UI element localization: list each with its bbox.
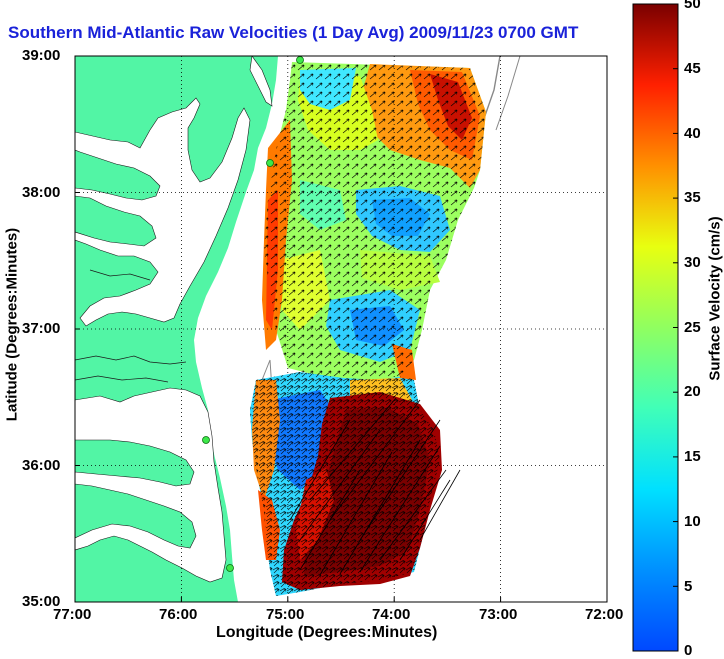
x-axis-label: Longitude (Degrees:Minutes) — [216, 624, 438, 641]
delaware-bay — [249, 56, 273, 107]
x-tick-label: 74:00 — [372, 606, 411, 623]
station-marker — [202, 436, 210, 444]
y-tick-label: 36:00 — [22, 457, 61, 474]
pamlico-sound — [75, 387, 227, 583]
colorbar-tick-label: 35 — [684, 189, 701, 206]
station-marker — [296, 56, 304, 64]
x-tick-label: 75:00 — [266, 606, 305, 623]
colorbar-tick-label: 5 — [684, 578, 693, 595]
y-tick-label: 39:00 — [22, 47, 61, 64]
station-marker — [226, 564, 234, 572]
station-marker — [266, 159, 274, 167]
colorbar-tick-label: 15 — [684, 448, 701, 465]
colorbar-tick-label: 10 — [684, 513, 701, 530]
grid-lines — [75, 56, 607, 602]
map-title: Southern Mid-Atlantic Raw Velocities (1 … — [8, 23, 579, 42]
colorbar-label: Surface Velocity (cm/s) — [706, 216, 724, 381]
colorbar-tick-label: 50 — [684, 0, 701, 12]
chesapeake-bay — [75, 97, 251, 327]
y-tick-label: 35:00 — [22, 593, 61, 610]
y-tick-label: 37:00 — [22, 320, 61, 337]
x-tick-label: 72:00 — [585, 606, 624, 623]
colorbar-tick-label: 40 — [684, 125, 701, 142]
colorbar-tick-label: 0 — [684, 642, 693, 659]
colorbar-tick-label: 30 — [684, 254, 701, 271]
x-tick-label: 73:00 — [479, 606, 518, 623]
colorbar-tick-label: 45 — [684, 60, 701, 77]
x-tick-label: 76:00 — [159, 606, 198, 623]
colorbar — [632, 3, 679, 652]
colorbar-tick-label: 20 — [684, 383, 701, 400]
y-tick-label: 38:00 — [22, 184, 61, 201]
colorbar-tick-label: 25 — [684, 319, 701, 336]
y-axis-label: Latitude (Degrees:Minutes) — [3, 227, 21, 422]
x-tick-label: 77:00 — [53, 606, 92, 623]
